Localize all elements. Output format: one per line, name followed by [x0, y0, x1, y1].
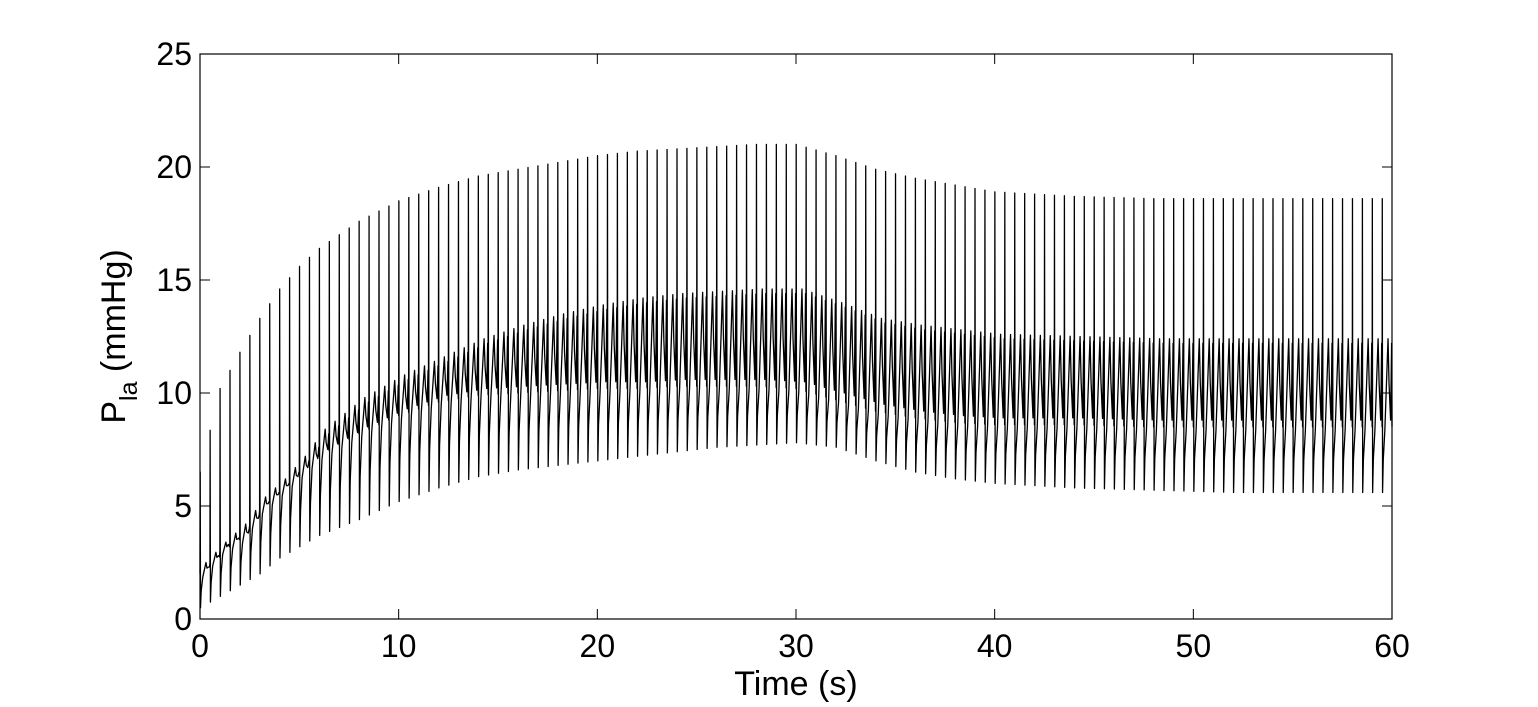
y-axis-label-subscript: la — [115, 381, 143, 401]
y-tick-label: 5 — [174, 488, 192, 524]
x-tick-label: 20 — [580, 628, 616, 664]
data-layer — [199, 143, 1393, 609]
y-axis-label-main: P — [95, 401, 133, 424]
y-axis-label: Pla (mmHg) — [95, 249, 143, 423]
x-tick-label: 0 — [191, 628, 209, 664]
y-tick-label: 20 — [156, 149, 192, 185]
x-tick-label: 60 — [1374, 628, 1410, 664]
y-tick-label: 25 — [156, 36, 192, 72]
y-axis-label-unit: (mmHg) — [95, 249, 133, 381]
x-tick-label: 50 — [1176, 628, 1212, 664]
x-axis-label: Time (s) — [734, 665, 857, 703]
x-tick-label: 40 — [977, 628, 1013, 664]
y-tick-label: 0 — [174, 601, 192, 637]
y-tick-label: 15 — [156, 262, 192, 298]
ticks-layer: 0 10 20 30 40 50 60 0 5 10 15 20 25 — [156, 36, 1409, 664]
x-tick-label: 10 — [381, 628, 417, 664]
x-tick-label: 30 — [778, 628, 814, 664]
y-tick-label: 10 — [156, 375, 192, 411]
pressure-series-line — [199, 143, 1393, 609]
